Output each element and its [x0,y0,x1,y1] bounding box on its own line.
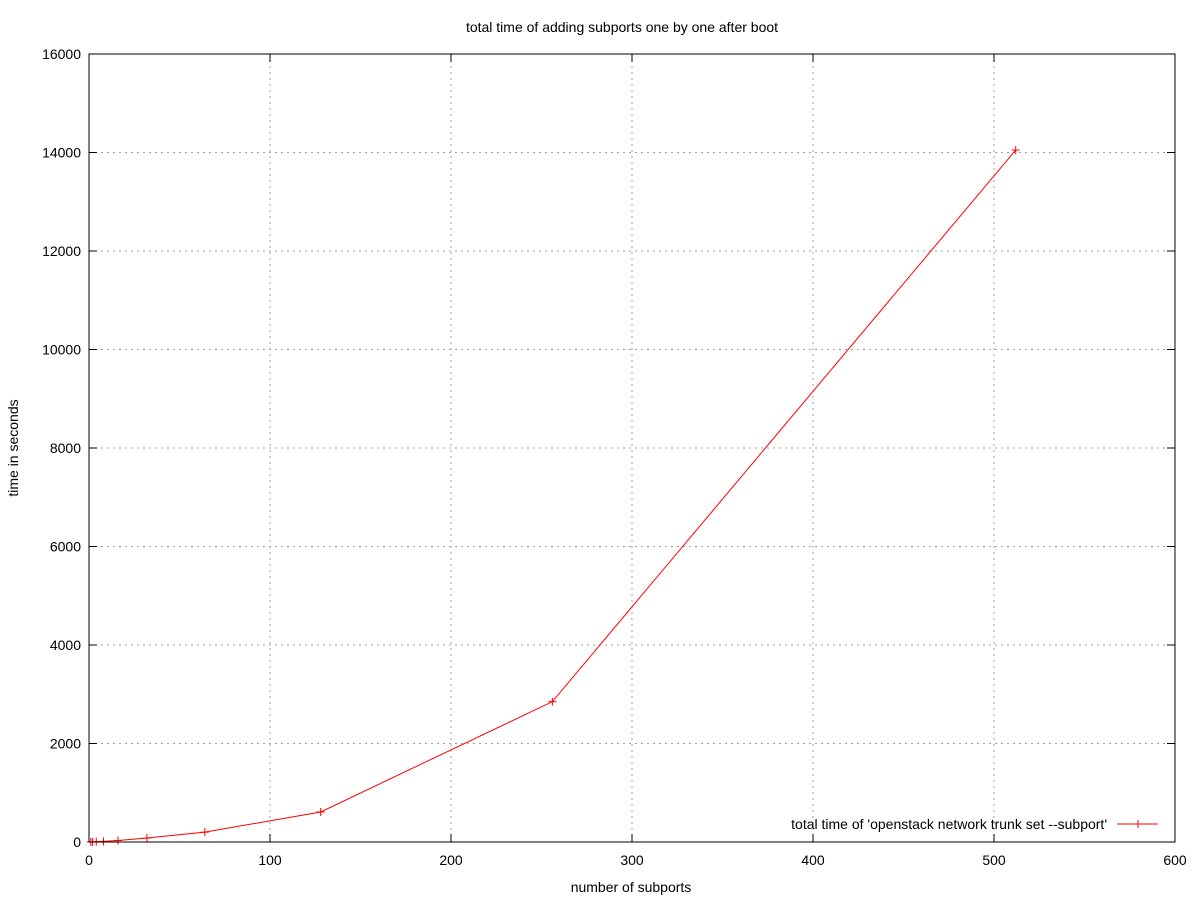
data-point-marker [1011,146,1020,155]
series-line [90,149,1017,843]
data-point-marker [548,697,557,706]
y-tick-label: 6000 [50,539,81,555]
x-tick-label: 400 [801,852,825,868]
y-tick-label: 4000 [50,637,81,653]
y-tick-label: 0 [73,834,81,850]
data-point-marker [316,807,325,816]
y-tick-label: 10000 [42,342,81,358]
data-point-marker [142,834,151,843]
y-tick-label: 8000 [50,440,81,456]
x-axis-title: number of subports [571,879,692,895]
x-tick-label: 0 [85,852,93,868]
series-layer [86,146,1020,846]
data-point-marker [200,828,209,837]
y-tick-label: 12000 [42,243,81,259]
y-tick-label: 16000 [42,46,81,62]
y-axis-title: time in seconds [5,399,21,496]
chart-title: total time of adding subports one by one… [466,19,778,35]
legend-label: total time of 'openstack network trunk s… [791,816,1107,832]
x-tick-label: 200 [439,852,463,868]
plot-border [88,53,1176,843]
data-point-marker [113,836,122,845]
y-tick-label: 2000 [50,736,81,752]
y-tick-label: 14000 [42,145,81,161]
x-tick-label: 300 [620,852,644,868]
x-tick-label: 600 [1163,852,1187,868]
grid-lines [89,54,1175,842]
tick-labels: 0 100 200 300 400 500 600020004000600080001000… [42,46,1187,868]
x-tick-label: 500 [982,852,1006,868]
data-point-marker [99,837,108,846]
legend-marker-plus [1134,820,1142,828]
x-tick-label: 100 [258,852,282,868]
legend: total time of 'openstack network trunk s… [791,816,1158,832]
